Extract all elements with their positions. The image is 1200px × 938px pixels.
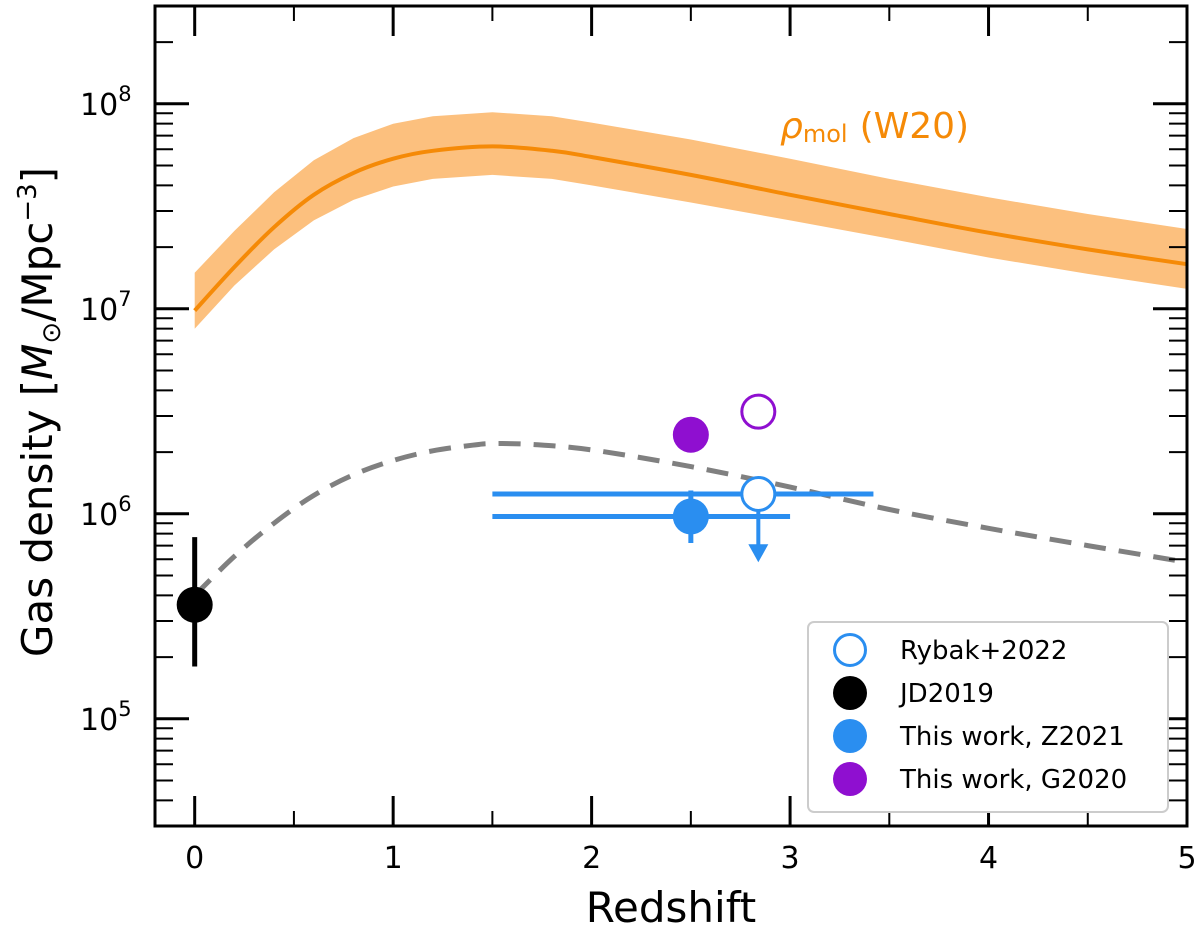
- legend-label: Rybak+2022: [900, 636, 1067, 666]
- y-tick-label: 105: [80, 697, 132, 738]
- data-points: [176, 393, 874, 667]
- legend-entry: This work, G2020: [833, 762, 1127, 796]
- y-tick-exp: 7: [118, 287, 131, 311]
- w20-annotation-text: (W20): [860, 106, 970, 147]
- legend-label: This work, G2020: [899, 765, 1127, 795]
- y-tick-base: 10: [80, 88, 118, 123]
- w20-annotation-sub: mol: [803, 120, 848, 148]
- y-tick-base: 10: [80, 703, 118, 738]
- marker: [672, 416, 709, 453]
- y-tick-base: 10: [80, 498, 118, 533]
- y-tick-exp: 6: [118, 492, 131, 516]
- y-tick-exp: 8: [118, 82, 131, 106]
- y-axis-title-sun: ⊙: [37, 322, 67, 344]
- marker: [740, 475, 777, 512]
- y-axis-title: Gas density [M⊙/Mpc−3]: [13, 167, 67, 657]
- legend-box: [807, 621, 1169, 813]
- legend-marker: [833, 762, 867, 796]
- marker: [740, 393, 777, 430]
- y-tick-label: 108: [80, 82, 132, 123]
- x-tick-label: 4: [979, 841, 998, 876]
- legend-entry: JD2019: [833, 676, 994, 710]
- point-this-work-z2021: [492, 490, 791, 544]
- legend-entry: Rybak+2022: [833, 633, 1067, 667]
- legend-marker: [833, 633, 867, 667]
- w20-annotation-symbol: ρ: [780, 106, 803, 147]
- legend-label: This work, Z2021: [899, 722, 1125, 752]
- marker: [176, 586, 213, 623]
- w20-median-line: [193, 144, 1188, 312]
- x-tick-label: 3: [781, 841, 800, 876]
- axis-ticks: [155, 5, 1189, 827]
- y-axis-title-mid: /Mpc: [13, 222, 62, 322]
- legend: Rybak+2022 JD2019 This work, Z2021 This wor…: [807, 621, 1169, 813]
- y-tick-exp: 5: [118, 697, 131, 721]
- point-g2020-open: [740, 393, 777, 430]
- upper-limit-arrow: [748, 544, 769, 563]
- x-tick-label: 2: [582, 841, 601, 876]
- legend-label: JD2019: [898, 679, 994, 709]
- x-tick-labels: 0 1 2 3 4 5: [185, 841, 1196, 876]
- legend-entries: Rybak+2022 JD2019 This work, Z2021 This wor…: [833, 633, 1127, 796]
- model-dashed-curve: [192, 441, 1188, 598]
- y-axis-title-prefix: Gas density [: [13, 380, 62, 657]
- y-tick-base: 10: [80, 293, 118, 328]
- y-axis-title-suffix: ]: [13, 167, 62, 183]
- point-rybak-2022: [492, 475, 874, 563]
- x-tick-label: 1: [384, 841, 403, 876]
- y-axis-title-m: M: [13, 344, 62, 380]
- point-this-work-g2020: [672, 416, 709, 453]
- y-axis-title-exp: −3: [13, 183, 43, 221]
- marker: [672, 498, 709, 535]
- y-tick-label: 106: [80, 492, 132, 533]
- w20-annotation: ρmol (W20): [780, 106, 969, 148]
- legend-entry: This work, Z2021: [833, 719, 1125, 753]
- w20-band: [194, 112, 1187, 329]
- point-jd2019: [176, 537, 213, 667]
- x-tick-label: 0: [185, 841, 204, 876]
- x-axis-title: Redshift: [586, 883, 756, 932]
- y-tick-label: 107: [80, 287, 132, 328]
- legend-marker: [833, 719, 867, 753]
- x-tick-label: 5: [1177, 841, 1196, 876]
- legend-marker: [833, 676, 867, 710]
